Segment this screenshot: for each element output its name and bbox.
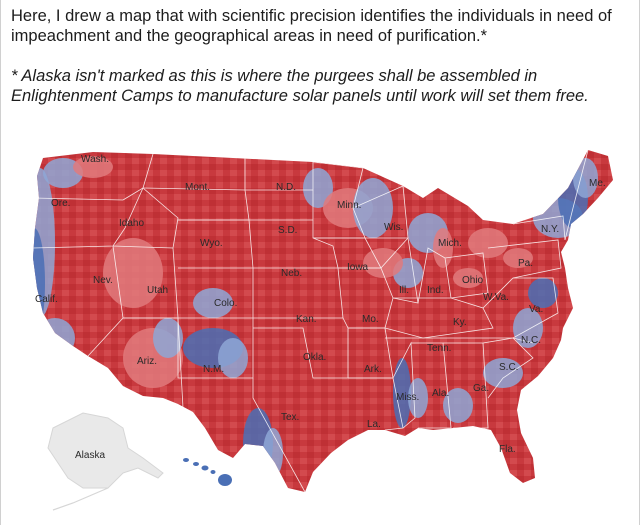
label-ariz: Ariz. xyxy=(137,356,157,367)
label-ill: Ill. xyxy=(399,285,409,296)
county-region xyxy=(33,228,45,338)
county-region xyxy=(483,358,523,388)
county-region xyxy=(43,158,83,188)
label-idaho: Idaho xyxy=(119,218,144,229)
label-sd: S.D. xyxy=(278,225,297,236)
county-region xyxy=(503,248,533,268)
label-mich: Mich. xyxy=(438,238,462,249)
county-region xyxy=(573,158,598,198)
us-county-map: Wash. Ore. Calif. Nev. Idaho Mont. Wyo. … xyxy=(13,128,627,520)
label-neb: Neb. xyxy=(281,268,302,279)
county-region xyxy=(103,238,163,308)
label-wyo: Wyo. xyxy=(200,238,223,249)
county-region xyxy=(513,308,543,348)
county-region xyxy=(73,156,113,178)
label-nc: N.C. xyxy=(521,335,541,346)
county-region xyxy=(153,318,183,358)
label-miss: Miss. xyxy=(396,392,419,403)
label-minn: Minn. xyxy=(337,200,361,211)
post-footnote: * Alaska isn't marked as this is where t… xyxy=(11,67,589,105)
label-mo: Mo. xyxy=(362,314,379,325)
label-ala: Ala. xyxy=(432,388,449,399)
county-region xyxy=(468,228,508,258)
county-region xyxy=(263,428,283,478)
post-text: Here, I drew a map that with scientific … xyxy=(11,7,612,45)
county-region xyxy=(193,288,233,318)
county-region xyxy=(528,278,558,308)
label-tex: Tex. xyxy=(281,412,299,423)
label-me: Me. xyxy=(589,178,606,189)
label-ind: Ind. xyxy=(427,285,444,296)
label-alaska: Alaska xyxy=(75,450,105,461)
label-wash: Wash. xyxy=(81,154,109,165)
county-region xyxy=(353,178,393,238)
label-tenn: Tenn. xyxy=(427,343,451,354)
label-calif: Calif. xyxy=(35,294,58,305)
label-ohio: Ohio xyxy=(462,275,484,286)
label-nd: N.D. xyxy=(276,182,296,193)
label-pa: Pa. xyxy=(518,258,533,269)
label-mont: Mont. xyxy=(185,182,210,193)
county-region xyxy=(303,168,333,208)
label-nm: N.M. xyxy=(203,364,224,375)
label-ky: Ky. xyxy=(453,317,467,328)
label-fla: Fla. xyxy=(499,444,516,455)
label-kan: Kan. xyxy=(296,314,317,325)
label-va: Va. xyxy=(529,304,543,315)
state-borders xyxy=(33,150,589,492)
county-region xyxy=(35,318,75,358)
label-la: La. xyxy=(367,419,381,430)
alaska-shape xyxy=(47,412,164,511)
hawaii-shape xyxy=(183,458,232,486)
label-iowa: Iowa xyxy=(347,262,369,273)
county-region xyxy=(443,388,473,423)
state-labels: Wash. Ore. Calif. Nev. Idaho Mont. Wyo. … xyxy=(35,154,606,461)
label-colo: Colo. xyxy=(214,298,237,309)
county-region xyxy=(453,268,483,288)
label-ny: N.Y. xyxy=(541,224,559,235)
label-ga: Ga. xyxy=(473,383,489,394)
label-nev: Nev. xyxy=(93,275,113,286)
label-wis: Wis. xyxy=(384,222,403,233)
label-utah: Utah xyxy=(147,285,168,296)
county-region xyxy=(363,248,403,278)
county-region xyxy=(393,358,411,428)
label-ore: Ore. xyxy=(51,198,70,209)
county-region xyxy=(218,338,248,378)
label-sc: S.C. xyxy=(499,362,518,373)
label-ark: Ark. xyxy=(364,364,382,375)
label-wva: W.Va. xyxy=(483,292,509,303)
label-okla: Okla. xyxy=(303,352,326,363)
map-svg: Wash. Ore. Calif. Nev. Idaho Mont. Wyo. … xyxy=(33,150,613,511)
